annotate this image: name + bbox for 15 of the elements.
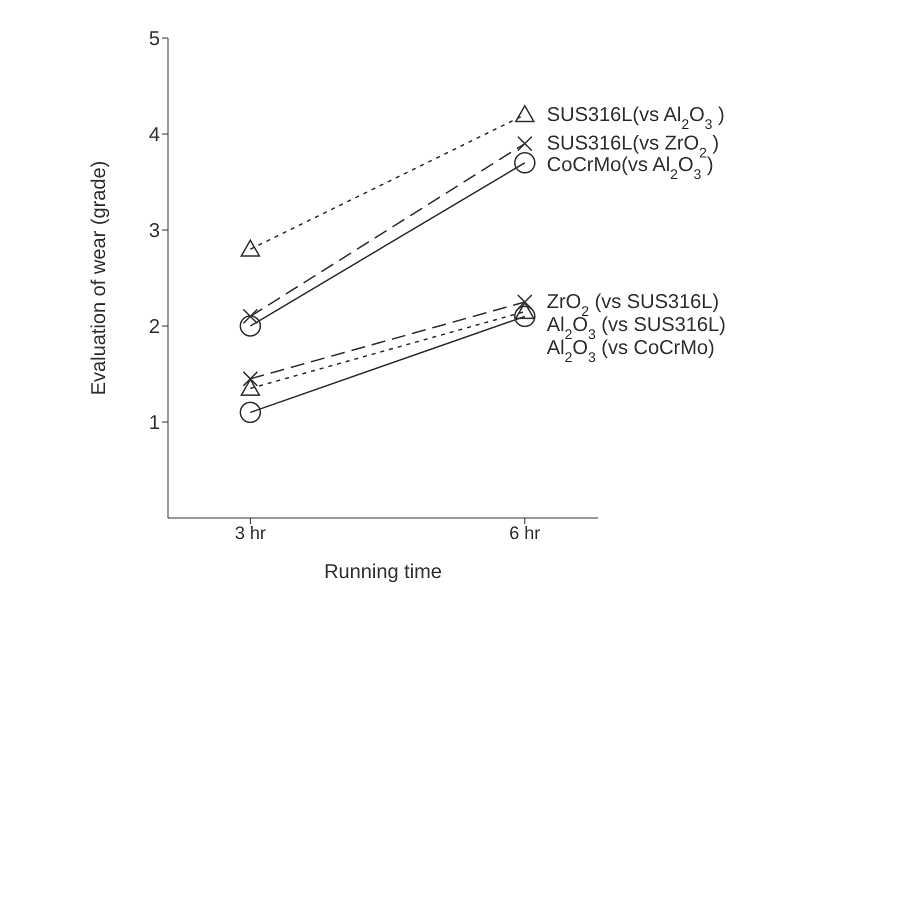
point (242, 308, 258, 324)
x-tick-label: 6 hr (509, 522, 540, 543)
y-tick-label: 2 (148, 316, 160, 338)
y-tick-label: 3 (148, 220, 160, 242)
point (240, 315, 262, 337)
y-tick-label: 4 (148, 124, 160, 146)
y-tick-label: 5 (148, 28, 160, 50)
x-tick-label: 3 hr (234, 522, 266, 543)
point (514, 152, 536, 174)
series-label: SUS316L(vs Al$_{2}$O$_{3}$ ) (546, 104, 725, 132)
y-axis-title: Evaluation of wear (grade) (88, 160, 110, 396)
x-axis-title: Running time (324, 561, 442, 583)
y-tick-label: 1 (148, 412, 160, 434)
point (517, 136, 533, 152)
point (240, 402, 262, 424)
